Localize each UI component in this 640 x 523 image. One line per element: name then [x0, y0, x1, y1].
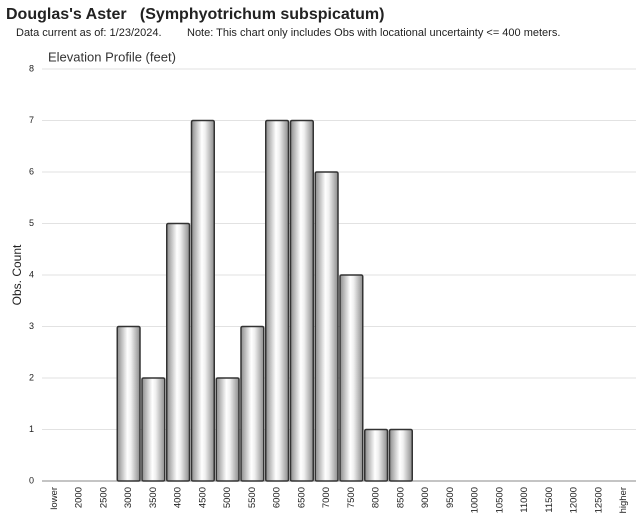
y-tick-label: 6: [29, 166, 34, 176]
x-tick-label: 11500: [544, 487, 555, 513]
x-tick-label: 7000: [321, 487, 332, 508]
y-tick-label: 1: [29, 424, 34, 434]
bar: [314, 171, 339, 482]
bar: [364, 428, 389, 482]
y-axis-label: Obs. Count: [10, 244, 24, 305]
x-tick-label: 9000: [420, 487, 431, 508]
x-tick-label: 8000: [371, 487, 382, 508]
x-tick-label: higher: [618, 487, 629, 513]
x-tick-label: lower: [49, 487, 60, 510]
x-tick-label: 12500: [593, 487, 604, 513]
x-tick-label: 4500: [197, 487, 208, 508]
x-tick-label: 2500: [98, 487, 109, 508]
y-tick-label: 4: [29, 269, 34, 279]
bar: [215, 377, 240, 482]
y-tick-label: 3: [29, 321, 34, 331]
x-tick-label: 6000: [272, 487, 283, 508]
page-title: Douglas's Aster (Symphyotrichum subspica…: [6, 6, 384, 23]
x-tick-label: 3000: [123, 487, 134, 508]
bar: [339, 274, 364, 482]
x-tick-label: 4000: [173, 487, 184, 508]
bar: [190, 119, 215, 482]
chart-title: Elevation Profile (feet): [48, 49, 176, 64]
bar: [265, 119, 290, 482]
x-tick-label: 6500: [296, 487, 307, 508]
x-tick-label: 8500: [395, 487, 406, 508]
x-tick-label: 10500: [494, 487, 505, 513]
x-tick-label: 12000: [569, 487, 580, 513]
bar: [289, 119, 314, 482]
x-tick-label: 10000: [470, 487, 481, 513]
x-tick-label: 7500: [346, 487, 357, 508]
y-tick-label: 0: [29, 475, 34, 485]
y-tick-label: 8: [29, 63, 34, 73]
bar: [166, 222, 191, 482]
bar: [388, 428, 413, 482]
x-tick-label: 11000: [519, 487, 530, 513]
x-tick-label: 9500: [445, 487, 456, 508]
bar: [240, 325, 265, 482]
x-tick-label: 2000: [74, 487, 85, 508]
y-tick-label: 5: [29, 218, 34, 228]
subtitle: Data current as of: 1/23/2024.: [16, 27, 162, 39]
y-tick-label: 2: [29, 372, 34, 382]
bar: [116, 325, 141, 482]
bar: [141, 377, 166, 482]
y-tick-label: 7: [29, 115, 34, 125]
x-tick-label: 3500: [148, 487, 159, 508]
x-tick-label: 5500: [247, 487, 258, 508]
x-tick-label: 5000: [222, 487, 233, 508]
note: Note: This chart only includes Obs with …: [187, 27, 560, 39]
